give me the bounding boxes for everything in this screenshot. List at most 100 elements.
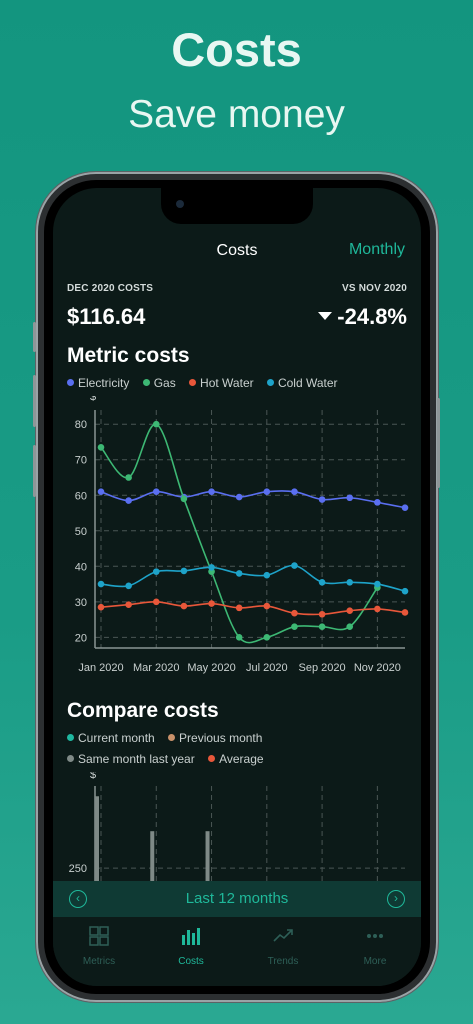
tab-label: Trends (267, 956, 299, 967)
legend-dot (67, 734, 74, 741)
data-point-gas (97, 443, 105, 451)
data-point-cold-water (125, 582, 132, 590)
x-tick-label: Jul 2020 (246, 662, 288, 674)
data-point-cold-water (346, 578, 354, 586)
legend-label: Gas (153, 376, 176, 390)
more-dots-icon (367, 934, 383, 938)
data-point-hot-water (235, 604, 243, 612)
data-point-electricity (152, 488, 160, 496)
legend-item-current-month[interactable]: Current month (67, 731, 155, 745)
bar-chart-icon (182, 928, 200, 945)
legend-item-previous-month[interactable]: Previous month (168, 731, 262, 745)
compare-costs-title: Compare costs (67, 699, 219, 722)
data-point-electricity (263, 488, 271, 496)
data-point-hot-water (346, 607, 354, 615)
tab-metrics[interactable]: Metrics (53, 925, 145, 967)
current-costs-label: DEC 2020 COSTS (67, 283, 154, 294)
data-point-cold-water (318, 578, 326, 586)
data-point-cold-water (235, 570, 243, 577)
data-point-cold-water (291, 562, 298, 569)
legend-dot (142, 379, 150, 386)
bar-same-month-last-year (95, 796, 99, 882)
legend-label: Electricity (78, 376, 130, 390)
metric-costs-legend: Electricity Gas Hot Water Cold Water (67, 376, 348, 390)
current-costs-amount: $116.64 (67, 304, 146, 329)
data-point-cold-water (374, 580, 381, 588)
chevron-left-icon[interactable]: ‹ (69, 890, 87, 908)
legend-item-electricity[interactable]: Electricity (67, 376, 129, 390)
y-tick-label: 70 (75, 455, 87, 467)
metric-costs-title: Metric costs (67, 344, 190, 367)
camera-icon (176, 200, 184, 208)
y-axis-label: $ (90, 772, 96, 781)
data-point-electricity (291, 488, 298, 496)
tab-more[interactable]: More (329, 925, 421, 967)
data-point-hot-water (97, 603, 105, 611)
data-point-hot-water (152, 598, 160, 606)
x-tick-label: Jan 2020 (78, 662, 123, 674)
x-tick-label: Sep 2020 (299, 662, 346, 674)
y-tick-label: 40 (75, 561, 87, 573)
hero-subtitle: Save money (128, 93, 345, 136)
data-point-gas (346, 623, 354, 630)
nav-title: Costs (216, 242, 258, 259)
data-point-hot-water (180, 602, 188, 610)
data-point-cold-water (401, 587, 409, 595)
series-line-electricity (100, 490, 406, 509)
legend-label: Cold Water (277, 376, 338, 390)
legend-label: Current month (78, 731, 155, 745)
data-point-gas (291, 623, 298, 630)
y-tick-label: 30 (75, 597, 87, 609)
compare-costs-legend-row2: Same month last year Average (67, 752, 274, 766)
tab-label: Costs (178, 956, 204, 967)
data-point-gas (180, 495, 188, 503)
compare-costs-chart[interactable]: $200250 (53, 772, 421, 882)
y-tick-label: 50 (75, 526, 87, 538)
legend-dot (67, 379, 74, 386)
data-point-cold-water (97, 580, 105, 588)
tab-label: Metrics (82, 956, 116, 967)
compare-costs-legend-row1: Current month Previous month (67, 731, 272, 745)
data-point-electricity (318, 496, 326, 503)
y-tick-label: 250 (69, 863, 87, 875)
data-point-hot-water (318, 610, 326, 618)
y-tick-label: 20 (75, 632, 87, 644)
tab-costs[interactable]: Costs (145, 925, 237, 967)
legend-item-average[interactable]: Average (208, 752, 264, 766)
side-button-silent (33, 322, 36, 352)
data-point-hot-water (125, 601, 132, 608)
data-point-hot-water (291, 609, 298, 617)
data-point-electricity (374, 499, 381, 506)
legend-item-hot-water[interactable]: Hot Water (189, 376, 254, 390)
metric-costs-chart[interactable]: $20 30 40 50 60 70 80 Jan 2020 Mar 2020 May 2020 J… (53, 396, 421, 692)
bar-same-month-last-year (205, 831, 210, 882)
data-point-electricity (401, 504, 409, 511)
notch (161, 188, 313, 224)
legend-item-same-month-last-year[interactable]: Same month last year (67, 752, 195, 766)
data-point-hot-water (374, 605, 381, 613)
legend-label: Same month last year (78, 752, 195, 766)
data-point-gas (263, 634, 271, 641)
x-tick-label: May 2020 (187, 662, 235, 674)
hero-title: Costs (171, 23, 302, 76)
period-selector-button[interactable]: Monthly (348, 241, 405, 258)
comparison-percent: -24.8% (337, 304, 407, 329)
range-label[interactable]: Last 12 months (185, 890, 289, 907)
legend-dot (266, 379, 274, 386)
data-point-electricity (235, 493, 243, 501)
tab-bar: Metrics Costs Trends More (53, 917, 421, 986)
tab-label: More (363, 956, 387, 967)
legend-label: Hot Water (200, 376, 254, 390)
data-point-electricity (208, 488, 215, 496)
legend-item-cold-water[interactable]: Cold Water (266, 376, 338, 390)
legend-item-gas[interactable]: Gas (142, 376, 176, 390)
tab-trends[interactable]: Trends (237, 925, 329, 967)
y-tick-label: 80 (75, 419, 87, 431)
chevron-right-icon[interactable]: › (387, 890, 405, 908)
x-tick-label: Nov 2020 (354, 662, 401, 674)
legend-dot (189, 379, 197, 386)
data-point-gas (152, 420, 160, 428)
series-line-hot-water (100, 601, 406, 616)
legend-dot (168, 734, 176, 741)
data-point-cold-water (180, 567, 188, 575)
